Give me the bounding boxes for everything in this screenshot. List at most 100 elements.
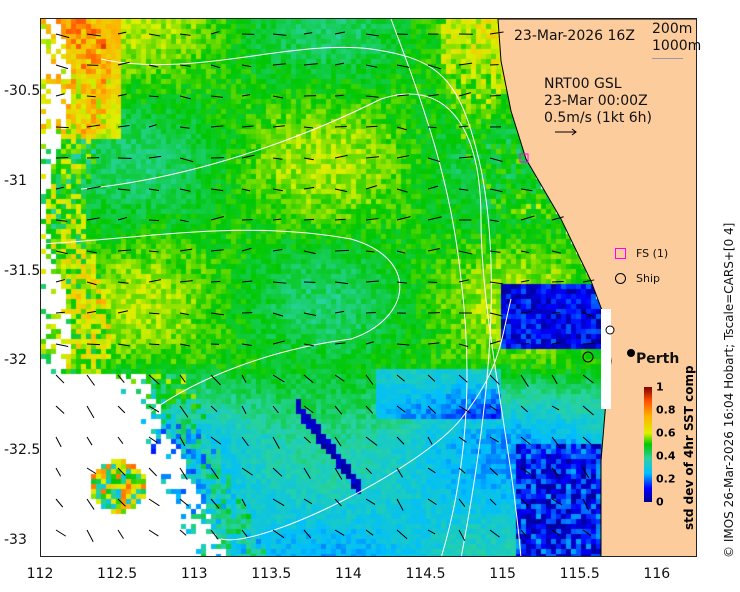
current-vector-arrow (458, 529, 466, 541)
current-vector-arrow (117, 310, 129, 314)
current-vector-arrow (427, 374, 436, 382)
current-vector-arrow (396, 374, 405, 382)
current-vector-arrow (489, 250, 501, 253)
current-vector-arrow (86, 529, 94, 542)
current-vector-arrow (117, 124, 130, 128)
current-vector-arrow (86, 405, 95, 419)
current-vector-arrow (458, 125, 468, 128)
current-vector-arrow (241, 154, 255, 159)
current-vector-arrow (458, 405, 471, 414)
current-vector-arrow (117, 405, 126, 414)
current-vector-arrow (520, 310, 533, 314)
current-vector-arrow (210, 64, 221, 69)
current-vector-arrow (427, 94, 439, 97)
current-vector-arrow (489, 219, 499, 223)
current-vector-arrow (55, 186, 65, 190)
current-vector-arrow (117, 93, 127, 97)
current-vector-arrow (117, 281, 129, 284)
current-vector-arrow (365, 125, 378, 128)
current-vector-arrow (334, 342, 346, 345)
x-tick-label: 116 (643, 566, 671, 582)
current-vector-arrow (86, 281, 97, 286)
current-vector-arrow (396, 343, 410, 346)
current-vector-arrow (86, 343, 101, 346)
fs-marker (519, 153, 529, 163)
current-vector-arrow (272, 95, 284, 99)
current-vector-arrow (55, 311, 65, 314)
current-vector-arrow (86, 95, 96, 98)
current-vector-arrow (458, 467, 466, 474)
current-vector-arrow (303, 32, 313, 35)
current-vector-arrow (179, 467, 188, 480)
colorbar (644, 387, 652, 502)
current-vector-arrow (241, 125, 254, 128)
current-vector-arrow (210, 95, 224, 98)
current-vector-arrow (303, 186, 315, 190)
current-vector-arrow (86, 186, 101, 190)
current-vector-arrow (117, 343, 130, 347)
current-vector-arrow (458, 498, 466, 507)
current-vector-arrow (117, 529, 124, 539)
current-vector-arrow (303, 405, 314, 414)
current-vector-arrow (334, 436, 342, 447)
current-vector-arrow (241, 343, 252, 346)
coastal-no-data (601, 309, 611, 409)
current-vector-arrow (582, 405, 594, 416)
perth-label: Perth (636, 351, 680, 367)
current-vector-arrow (148, 405, 160, 413)
current-vector-arrow (427, 157, 441, 163)
current-vector-arrow (55, 498, 64, 508)
ship-marker (605, 325, 615, 335)
current-vector-arrow (55, 126, 69, 129)
current-vector-arrow (241, 247, 252, 252)
current-vector-arrow (210, 374, 221, 386)
ship-legend-marker (615, 273, 626, 284)
current-vector-arrow (396, 405, 406, 413)
current-vector-arrow (55, 405, 65, 414)
current-vector-arrow (241, 188, 251, 192)
current-vector-arrow (210, 188, 224, 192)
current-vector-arrow (55, 279, 66, 283)
current-vector-arrow (241, 498, 247, 507)
current-vector-arrow (179, 529, 187, 536)
current-vector-arrow (148, 312, 160, 315)
current-vector-arrow (365, 33, 379, 37)
current-vector-arrow (365, 529, 374, 536)
current-vector-arrow (303, 529, 312, 539)
bathymetry-contour (41, 229, 401, 420)
current-vector-arrow (551, 280, 564, 283)
current-vector-arrow (582, 467, 590, 479)
current-vector-arrow (148, 95, 159, 98)
current-time: 23-Mar 00:00Z (544, 93, 648, 109)
fs-legend-label: FS (1) (636, 247, 669, 260)
current-vector-arrow (55, 467, 62, 477)
y-tick-label: -31.5 (4, 262, 41, 279)
current-vector-arrow (365, 218, 379, 221)
current-vector-arrow (551, 436, 561, 449)
current-vector-arrow (210, 280, 221, 283)
y-tick-label: -30.5 (4, 83, 41, 99)
contour-label-200m: 200m (652, 21, 693, 37)
current-vector-arrow (179, 248, 193, 252)
current-vector-arrow (303, 467, 311, 479)
current-vector-arrow (303, 374, 314, 384)
current-vector-arrow (86, 310, 96, 314)
current-vector-arrow (489, 94, 502, 97)
current-vector-arrow (303, 126, 314, 129)
current-vector-arrow (489, 188, 503, 193)
current-vector-arrow (582, 436, 592, 445)
current-vector-arrow (489, 374, 500, 385)
current-vector-arrow (272, 405, 279, 414)
current-vector-arrow (55, 219, 68, 222)
current-vector-arrow (334, 405, 343, 415)
current-vector-arrow (489, 157, 503, 162)
current-vector-arrow (179, 126, 190, 129)
current-vector-arrow (303, 157, 314, 161)
x-tick-label: 113.5 (251, 566, 292, 582)
current-vector-arrow (179, 219, 189, 223)
current-vector-arrow (365, 405, 374, 414)
current-vector-arrow (489, 281, 504, 285)
current-vector-arrow (210, 216, 224, 221)
current-vector-arrow (179, 405, 189, 418)
y-tick-label: -31 (4, 172, 27, 189)
